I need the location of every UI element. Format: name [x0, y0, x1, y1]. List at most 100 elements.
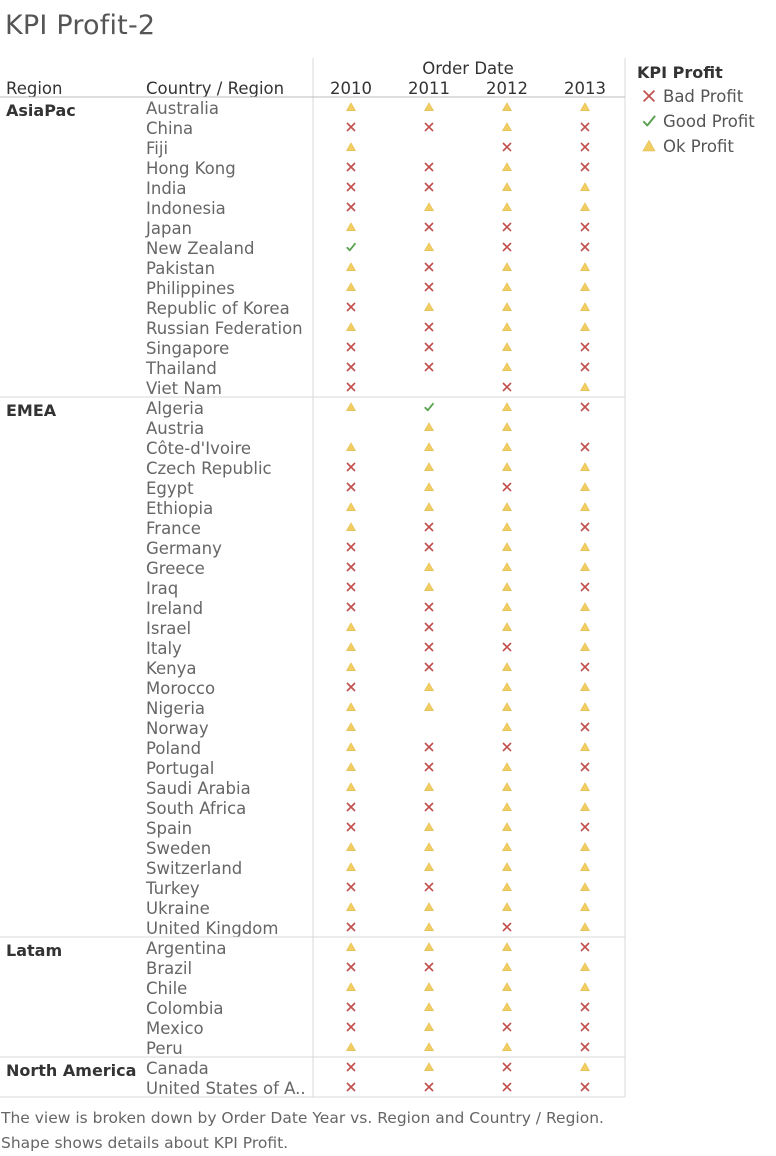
- kpi-mark: [501, 102, 513, 111]
- kpi-mark: [424, 342, 434, 352]
- kpi-mark: [501, 182, 513, 191]
- kpi-mark: [501, 262, 513, 271]
- kpi-mark: [424, 642, 434, 652]
- country-label: Japan: [145, 219, 192, 238]
- legend-triangle-icon: [642, 139, 656, 152]
- kpi-mark: [501, 762, 513, 771]
- country-label: Fiji: [146, 139, 168, 158]
- kpi-mark: [345, 742, 357, 751]
- kpi-mark: [345, 502, 357, 511]
- kpi-mark: [423, 442, 435, 451]
- country-label: Australia: [146, 99, 219, 118]
- kpi-mark: [423, 202, 435, 211]
- country-label: Pakistan: [146, 259, 215, 278]
- kpi-mark: [346, 182, 356, 192]
- kpi-mark: [501, 962, 513, 971]
- legend-label: Bad Profit: [663, 87, 744, 106]
- kpi-mark: [501, 942, 513, 951]
- kpi-mark: [424, 762, 434, 772]
- kpi-mark: [424, 542, 434, 552]
- kpi-mark: [346, 382, 356, 392]
- legend-check-icon: [642, 115, 656, 127]
- country-label: Chile: [146, 979, 187, 998]
- kpi-mark: [502, 482, 512, 492]
- kpi-mark: [346, 882, 356, 892]
- kpi-mark: [345, 142, 357, 151]
- kpi-mark: [579, 702, 591, 711]
- kpi-mark: [579, 502, 591, 511]
- country-label: Colombia: [146, 999, 224, 1018]
- kpi-mark: [501, 782, 513, 791]
- country-label: Brazil: [146, 959, 192, 978]
- kpi-mark: [423, 482, 435, 491]
- country-label: Indonesia: [146, 199, 226, 218]
- kpi-mark: [579, 802, 591, 811]
- kpi-mark: [580, 122, 590, 132]
- legend-label: Good Profit: [663, 112, 755, 131]
- kpi-mark: [423, 1002, 435, 1011]
- country-label: Norway: [146, 719, 209, 738]
- kpi-mark: [346, 562, 356, 572]
- legend-title: KPI Profit: [637, 63, 723, 82]
- country-label: Italy: [146, 639, 182, 658]
- kpi-mark: [423, 1042, 435, 1051]
- kpi-mark: [579, 842, 591, 851]
- kpi-mark: [423, 582, 435, 591]
- kpi-mark: [345, 862, 357, 871]
- country-label: Algeria: [146, 399, 204, 418]
- kpi-mark: [502, 642, 512, 652]
- country-label: Côte-d'Ivoire: [146, 439, 251, 458]
- kpi-mark: [424, 1082, 434, 1092]
- year-header-2010: 2010: [330, 79, 372, 98]
- kpi-mark: [345, 662, 357, 671]
- kpi-mark: [346, 582, 356, 592]
- country-label: Hong Kong: [146, 159, 236, 178]
- year-header-2011: 2011: [408, 79, 450, 98]
- kpi-mark: [501, 502, 513, 511]
- kpi-mark: [502, 1062, 512, 1072]
- kpi-mark: [424, 282, 434, 292]
- kpi-mark: [501, 542, 513, 551]
- country-label: Russian Federation: [146, 319, 303, 338]
- kpi-mark: [579, 782, 591, 791]
- kpi-mark: [501, 582, 513, 591]
- kpi-mark: [423, 462, 435, 471]
- column-group-header: Order Date: [422, 59, 514, 78]
- kpi-mark: [580, 582, 590, 592]
- kpi-mark: [579, 982, 591, 991]
- kpi-mark: [345, 102, 357, 111]
- country-label: Viet Nam: [146, 379, 222, 398]
- kpi-mark: [501, 1002, 513, 1011]
- kpi-mark: [346, 962, 356, 972]
- kpi-mark: [501, 522, 513, 531]
- region-label: Latam: [6, 941, 62, 960]
- kpi-mark: [502, 222, 512, 232]
- kpi-mark: [424, 602, 434, 612]
- kpi-mark: [345, 722, 357, 731]
- country-label: Republic of Korea: [146, 299, 290, 318]
- kpi-mark: [579, 282, 591, 291]
- kpi-mark: [346, 302, 356, 312]
- kpi-mark: [502, 922, 512, 932]
- country-label: Ukraine: [146, 899, 210, 918]
- kpi-mark: [579, 182, 591, 191]
- kpi-mark: [423, 942, 435, 951]
- kpi-mark: [346, 462, 356, 472]
- kpi-mark: [345, 282, 357, 291]
- country-label: Greece: [146, 559, 205, 578]
- kpi-mark: [580, 522, 590, 532]
- kpi-mark: [580, 162, 590, 172]
- legend-label: Ok Profit: [663, 137, 734, 156]
- kpi-mark: [423, 562, 435, 571]
- kpi-mark: [345, 982, 357, 991]
- kpi-mark: [580, 942, 590, 952]
- country-label: China: [146, 119, 193, 138]
- country-label: Iraq: [146, 579, 178, 598]
- country-label: Israel: [146, 619, 191, 638]
- kpi-mark: [346, 122, 356, 132]
- country-label: United Kingdom: [146, 919, 278, 938]
- kpi-mark: [501, 802, 513, 811]
- kpi-mark: [579, 322, 591, 331]
- kpi-mark: [346, 242, 357, 252]
